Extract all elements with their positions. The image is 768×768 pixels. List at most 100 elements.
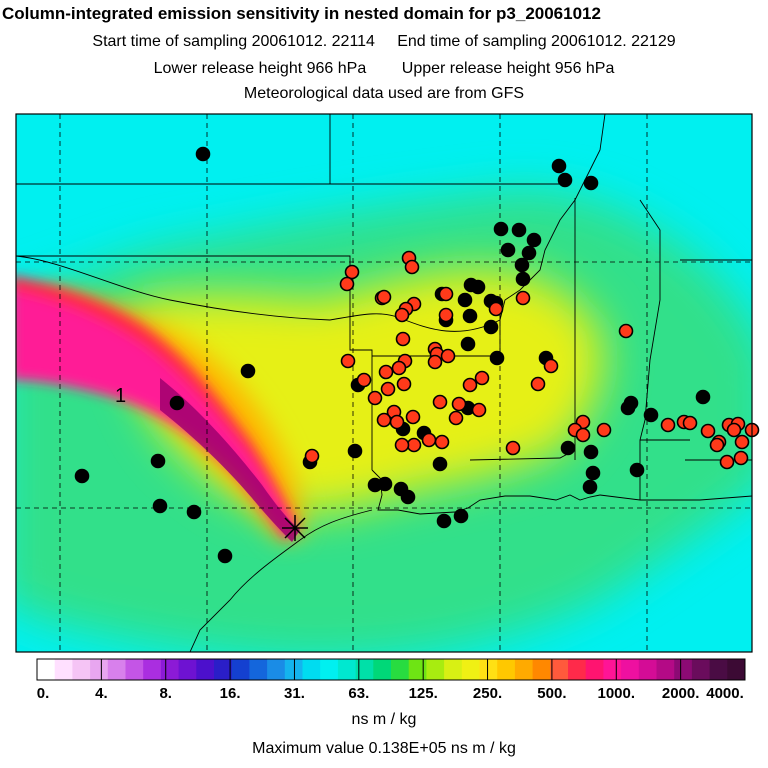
red-station-marker <box>434 434 450 450</box>
colorbar-swatch <box>160 659 180 680</box>
red-station-marker <box>462 377 478 393</box>
red-station-marker <box>719 454 735 470</box>
maximum-value-label: Maximum value 0.138E+05 ns m / kg <box>252 740 516 757</box>
colorbar-tick-label: 8. <box>159 685 172 702</box>
red-station-marker <box>471 402 487 418</box>
map-title: Column-integrated emission sensitivity i… <box>2 4 601 23</box>
black-station-marker <box>240 363 256 379</box>
black-station-marker <box>436 513 452 529</box>
black-station-marker <box>186 504 202 520</box>
red-station-marker <box>389 414 405 430</box>
red-station-marker <box>682 415 698 431</box>
colorbar-swatch <box>214 659 233 680</box>
red-station-marker <box>405 409 421 425</box>
red-station-marker <box>376 412 392 428</box>
red-station-marker <box>391 360 407 376</box>
colorbar-swatch <box>107 659 126 680</box>
colorbar-swatch <box>196 659 215 680</box>
black-station-marker <box>217 548 233 564</box>
colorbar-tick-label: 4. <box>95 685 108 702</box>
red-station-marker <box>440 348 456 364</box>
black-station-marker <box>195 146 211 162</box>
black-station-marker <box>582 479 598 495</box>
red-station-marker <box>530 376 546 392</box>
colorbar <box>37 659 746 680</box>
red-station-marker <box>438 286 454 302</box>
colorbar-swatch <box>90 659 109 680</box>
colorbar-swatch <box>656 659 675 680</box>
red-station-marker <box>515 290 531 306</box>
black-station-marker <box>521 245 537 261</box>
black-station-marker <box>150 453 166 469</box>
colorbar-swatch <box>691 659 711 680</box>
colorbar-tick-label: 500. <box>537 685 567 702</box>
black-station-marker <box>470 279 486 295</box>
red-station-marker <box>438 307 454 323</box>
colorbar-swatch <box>373 659 392 680</box>
black-station-marker <box>74 468 90 484</box>
met-data-label: Meteorological data used are from GFS <box>243 85 525 102</box>
red-station-marker <box>344 264 360 280</box>
release-point <box>282 515 308 541</box>
black-station-marker <box>347 443 363 459</box>
red-station-marker <box>596 422 612 438</box>
red-station-marker <box>394 307 410 323</box>
start-time-label: Start time of sampling 20061012. 22114 <box>92 33 375 50</box>
graticule <box>16 114 752 652</box>
red-station-marker <box>356 372 372 388</box>
colorbar-swatch <box>337 659 357 680</box>
black-station-marker <box>551 158 567 174</box>
colorbar-tick-label: 125. <box>408 685 438 702</box>
red-station-marker <box>378 364 394 380</box>
black-station-marker <box>695 389 711 405</box>
colorbar-tick-label: 4000. <box>706 685 744 702</box>
colorbar-swatch <box>72 659 91 680</box>
red-station-marker <box>488 301 504 317</box>
colorbar-swatch <box>320 659 339 680</box>
red-station-marker <box>395 331 411 347</box>
red-station-marker <box>380 381 396 397</box>
black-station-marker <box>169 395 185 411</box>
red-station-marker <box>340 353 356 369</box>
colorbar-swatch <box>621 659 640 680</box>
black-station-marker <box>493 221 509 237</box>
colorbar-swatch <box>54 659 73 680</box>
red-station-marker <box>376 289 392 305</box>
black-station-marker <box>585 465 601 481</box>
red-station-marker <box>618 323 634 339</box>
colorbar-swatch <box>514 659 534 680</box>
black-station-marker <box>560 440 576 456</box>
black-markers <box>74 146 711 564</box>
colorbar-swatch <box>143 659 162 680</box>
black-station-marker <box>526 232 542 248</box>
colorbar-swatch <box>568 659 587 680</box>
red-station-marker <box>432 394 448 410</box>
red-station-marker <box>339 276 355 292</box>
colorbar-swatch <box>302 659 321 680</box>
colorbar-swatch <box>267 659 286 680</box>
black-station-marker <box>460 336 476 352</box>
colorbar-swatch <box>178 659 197 680</box>
red-station-marker <box>451 396 467 412</box>
colorbar-tick-label: 250. <box>472 685 503 702</box>
black-station-marker <box>500 242 516 258</box>
red-station-marker <box>709 437 725 453</box>
red-station-marker <box>427 354 443 370</box>
colorbar-swatch <box>231 659 250 680</box>
black-station-marker <box>643 407 659 423</box>
red-station-marker <box>505 440 521 456</box>
red-markers <box>304 250 760 470</box>
colorbar-swatch <box>497 659 516 680</box>
colorbar-swatch <box>444 659 463 680</box>
black-station-marker <box>514 257 530 273</box>
colorbar-swatch <box>355 659 374 680</box>
black-station-marker <box>583 175 599 191</box>
colorbar-frame <box>36 658 746 681</box>
red-station-marker <box>448 410 464 426</box>
black-station-marker <box>583 444 599 460</box>
colorbar-tick-label: 0. <box>36 685 50 702</box>
colorbar-swatch <box>709 659 728 680</box>
red-station-marker <box>726 422 742 438</box>
black-station-marker <box>462 308 478 324</box>
